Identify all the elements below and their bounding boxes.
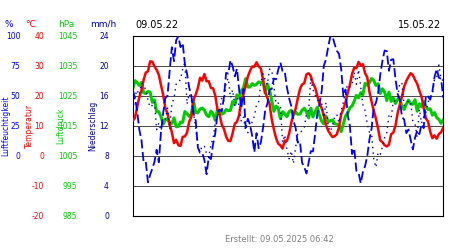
Text: Luftdruck: Luftdruck [56, 108, 65, 144]
Text: 24: 24 [99, 32, 109, 41]
Text: 8: 8 [104, 152, 109, 161]
Text: 20: 20 [35, 92, 44, 101]
Text: 1045: 1045 [58, 32, 77, 41]
Text: 15.05.22: 15.05.22 [398, 20, 441, 30]
Text: 995: 995 [63, 182, 77, 191]
Text: 985: 985 [63, 212, 77, 221]
Text: 10: 10 [35, 122, 44, 131]
Text: Luftfeuchtigkeit: Luftfeuchtigkeit [1, 96, 10, 156]
Text: -20: -20 [32, 212, 44, 221]
Text: 75: 75 [10, 62, 20, 71]
Text: 1015: 1015 [58, 122, 77, 131]
Text: 4: 4 [104, 182, 109, 191]
Text: 40: 40 [34, 32, 44, 41]
Text: 25: 25 [11, 122, 20, 131]
Text: 50: 50 [10, 92, 20, 101]
Text: 1035: 1035 [58, 62, 77, 71]
Text: 1005: 1005 [58, 152, 77, 161]
Text: 1025: 1025 [58, 92, 77, 101]
Text: Temperatur: Temperatur [25, 104, 34, 148]
Text: -10: -10 [32, 182, 44, 191]
Text: °C: °C [25, 20, 36, 29]
Text: hPa: hPa [58, 20, 75, 29]
Text: 16: 16 [99, 92, 109, 101]
Text: 100: 100 [6, 32, 20, 41]
Text: 12: 12 [99, 122, 109, 131]
Text: Niederschlag: Niederschlag [88, 101, 97, 151]
Text: 0: 0 [39, 152, 44, 161]
Text: mm/h: mm/h [90, 20, 116, 29]
Text: 20: 20 [99, 62, 109, 71]
Text: 0: 0 [104, 212, 109, 221]
Text: 0: 0 [15, 152, 20, 161]
Text: Erstellt: 09.05.2025 06:42: Erstellt: 09.05.2025 06:42 [225, 235, 333, 244]
Text: %: % [4, 20, 13, 29]
Text: 09.05.22: 09.05.22 [135, 20, 178, 30]
Text: 30: 30 [34, 62, 44, 71]
